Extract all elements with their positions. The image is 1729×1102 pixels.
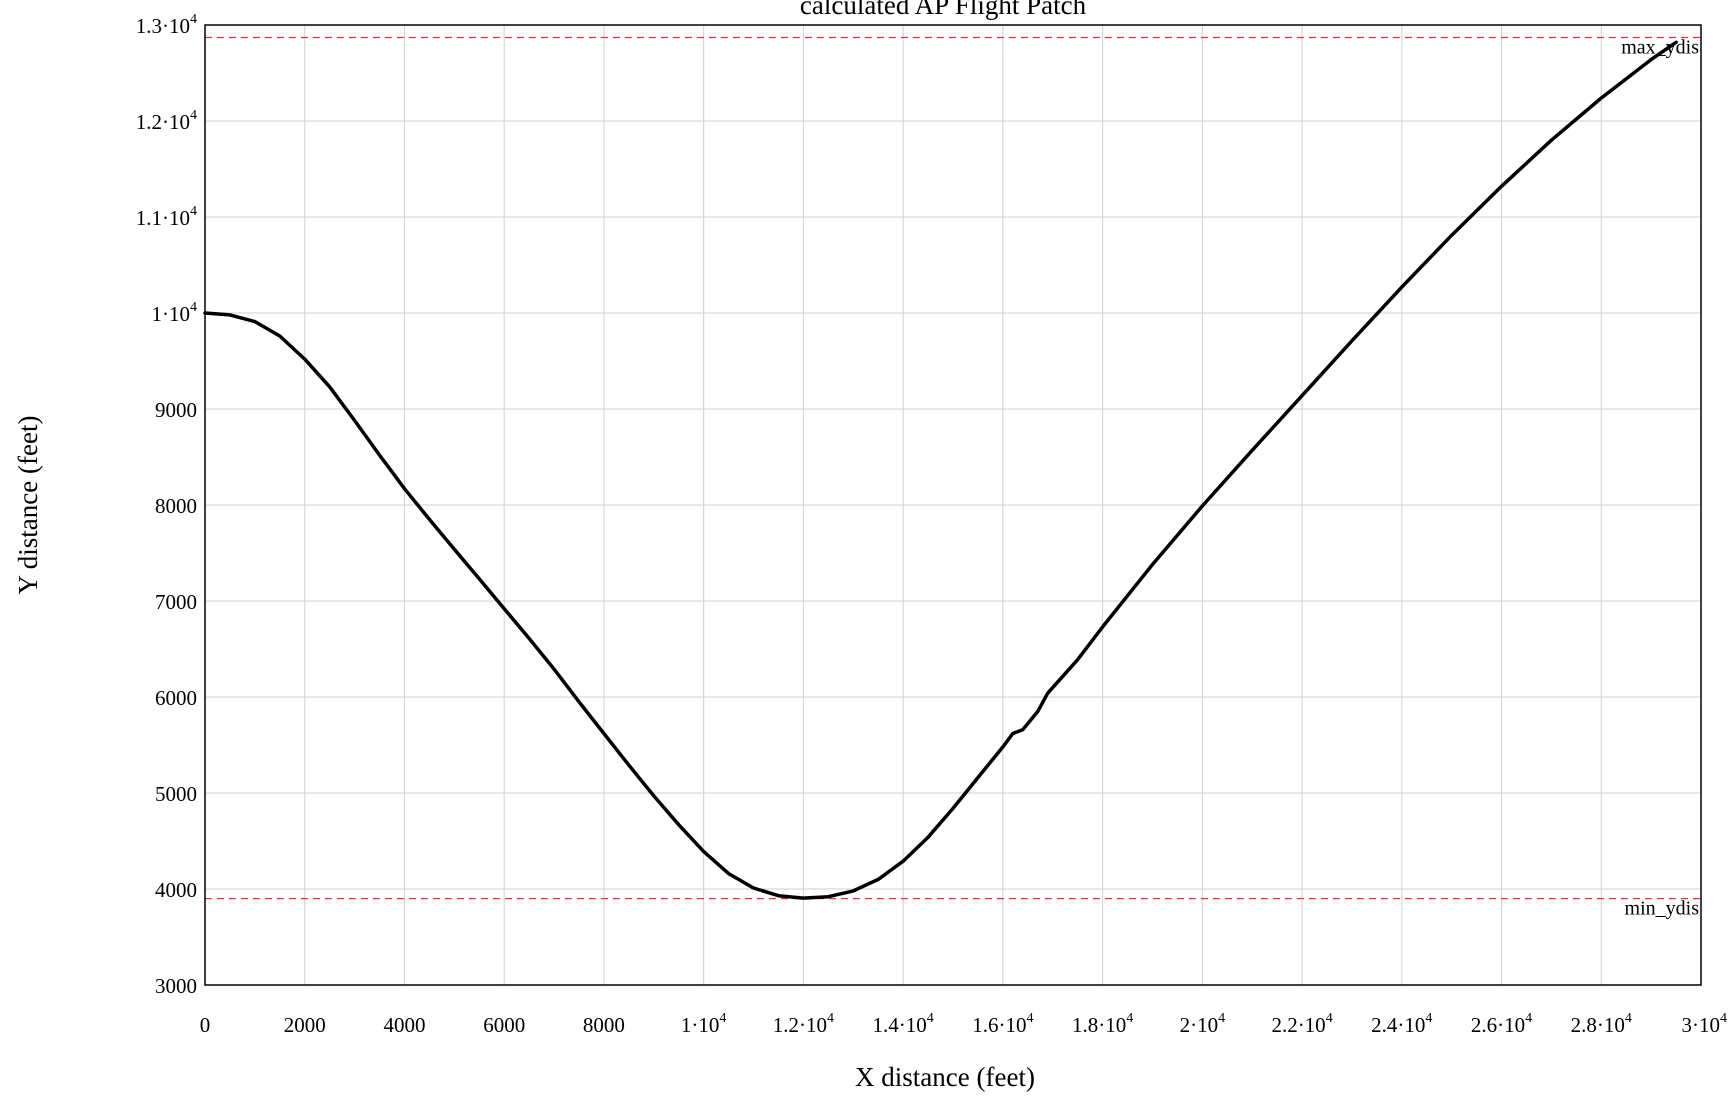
reference-lines: max_ydis min_ydis: [205, 36, 1701, 920]
data-series: [203, 40, 1678, 900]
y-tick-label: 1.3·104: [136, 12, 197, 38]
x-tick-label: 6000: [483, 1013, 525, 1037]
x-tick-label: 2.8·104: [1571, 1011, 1632, 1037]
x-tick-label: 8000: [583, 1013, 625, 1037]
x-tick-label: 3·104: [1682, 1011, 1728, 1037]
y-tick-label: 1·104: [152, 300, 198, 326]
x-tick-label: 1·104: [681, 1011, 727, 1037]
y-tick-label: 6000: [155, 686, 197, 710]
x-tick-label: 1.4·104: [873, 1011, 934, 1037]
x-tick-label: 1.2·104: [773, 1011, 834, 1037]
x-axis-title: X distance (feet): [855, 1062, 1035, 1092]
reference-line-label: max_ydis: [1621, 36, 1699, 58]
flight-path-line: [203, 40, 1678, 900]
x-axis-ticks: 0 2000 4000 6000 8000 1·104 1.2·104 1.4·104 1.6·…: [200, 1011, 1727, 1037]
chart-title: calculated AP Flight Patch: [800, 0, 1087, 20]
y-tick-label: 4000: [155, 878, 197, 902]
y-tick-label: 8000: [155, 494, 197, 518]
x-tick-label: 1.8·104: [1072, 1011, 1133, 1037]
y-tick-label: 9000: [155, 398, 197, 422]
y-tick-label: 1.2·104: [136, 108, 197, 134]
x-tick-label: 2.6·104: [1471, 1011, 1532, 1037]
y-tick-label: 5000: [155, 782, 197, 806]
y-axis-ticks: 3000 4000 5000 6000 7000 8000 9000 1·104 1.1·104…: [136, 12, 197, 998]
x-tick-label: 2.4·104: [1371, 1011, 1432, 1037]
x-tick-label: 4000: [383, 1013, 425, 1037]
y-tick-label: 7000: [155, 590, 197, 614]
grid-lines: [204, 24, 1702, 986]
reference-line-label: min_ydis: [1625, 898, 1700, 920]
x-tick-label: 2.2·104: [1271, 1011, 1332, 1037]
x-tick-label: 1.6·104: [972, 1011, 1033, 1037]
y-tick-label: 3000: [155, 974, 197, 998]
x-tick-label: 0: [200, 1013, 211, 1037]
x-tick-label: 2000: [284, 1013, 326, 1037]
y-axis-title: Y distance (feet): [13, 416, 43, 595]
y-tick-label: 1.1·104: [136, 204, 197, 230]
plot-area-frame: [204, 24, 1702, 986]
x-tick-label: 2·104: [1180, 1011, 1226, 1037]
